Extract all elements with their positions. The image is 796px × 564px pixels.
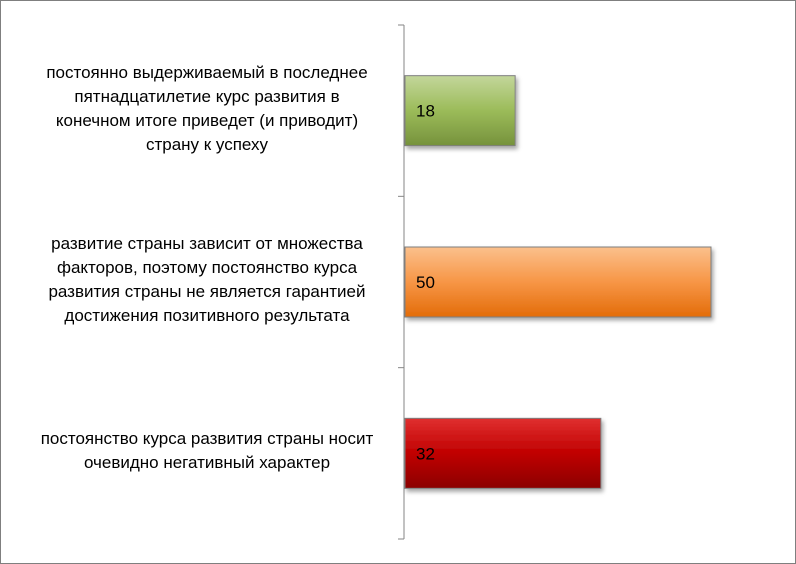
category-label-line: пятнадцатилетие курс развития в: [74, 86, 340, 106]
data-label-3: 32: [416, 444, 435, 463]
category-label-line: развитие страны зависит от множества: [51, 234, 363, 253]
category-label-line: постоянство курса развития страны носит: [40, 429, 374, 449]
bar-1: [404, 75, 516, 147]
category-label-line: очевидно негативный характер: [83, 453, 331, 473]
category-label-3: постоянство курса развития страны носит о…: [22, 427, 392, 475]
data-label-1: 18: [416, 102, 435, 121]
category-label-2: развитие страны зависит от множества факт…: [22, 232, 392, 328]
data-label-2: 50: [416, 273, 435, 292]
category-label-line: достижения позитивного результата: [64, 306, 350, 325]
category-label-line: постоянно выдерживаемый в последнее: [46, 62, 368, 82]
category-label-line: развития страны не является гарантией: [48, 282, 366, 301]
category-label-line: страну к успеху: [145, 134, 269, 154]
category-label-1: постоянно выдерживаемый в последнее пятна…: [22, 61, 392, 157]
category-label-line: конечном итоге приведет (и приводит): [55, 110, 359, 130]
bar-3: [404, 417, 602, 489]
category-label-line: факторов, поэтому постоянство курса: [56, 258, 358, 277]
bar-2: [404, 246, 712, 318]
